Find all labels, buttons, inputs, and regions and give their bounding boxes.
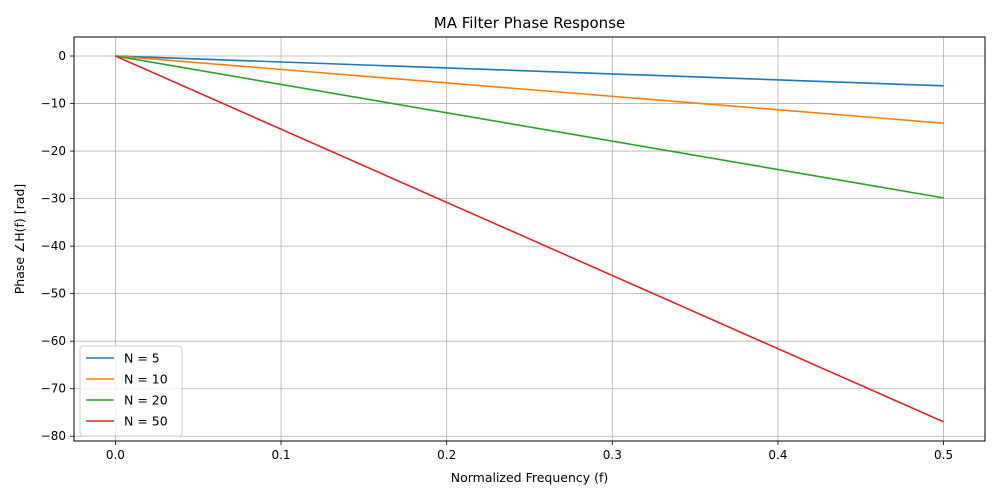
- legend-label: N = 5: [124, 351, 160, 366]
- series-lines: [115, 55, 944, 423]
- legend-box: [79, 345, 183, 437]
- series-line: [115, 55, 944, 199]
- x-axis-label: Normalized Frequency (f): [451, 470, 609, 485]
- legend-label: N = 20: [124, 393, 168, 408]
- grid: [74, 37, 985, 441]
- series-line: [115, 55, 944, 125]
- legend: N = 5 N = 10 N = 20 N = 50: [79, 345, 183, 437]
- x-tick-label: 0.5: [934, 448, 953, 462]
- legend-label: N = 10: [124, 372, 168, 387]
- x-tick-label: 0.2: [437, 448, 456, 462]
- y-tick-label: −40: [41, 239, 66, 253]
- x-tick-label: 0.0: [106, 448, 125, 462]
- ticks: 0.0 0.1 0.2 0.3 0.4 0.5 0 −10 −20 −30 −40 −50 −60 −70…: [41, 49, 953, 462]
- y-tick-label: −80: [41, 429, 66, 443]
- legend-label: N = 50: [124, 414, 168, 429]
- y-axis-label: Phase ∠H(f) [rad]: [12, 184, 27, 295]
- x-tick-label: 0.4: [768, 448, 787, 462]
- y-tick-label: −30: [41, 192, 66, 206]
- y-tick-label: 0: [58, 49, 66, 63]
- x-tick-label: 0.3: [603, 448, 622, 462]
- plot-frame: [73, 36, 986, 442]
- y-tick-label: −60: [41, 334, 66, 348]
- chart-title: MA Filter Phase Response: [434, 14, 625, 32]
- y-tick-label: −70: [41, 382, 66, 396]
- series-line: [115, 55, 944, 423]
- y-tick-label: −10: [41, 97, 66, 111]
- x-tick-label: 0.1: [271, 448, 290, 462]
- y-tick-label: −20: [41, 144, 66, 158]
- y-tick-label: −50: [41, 287, 66, 301]
- series-line: [115, 55, 944, 87]
